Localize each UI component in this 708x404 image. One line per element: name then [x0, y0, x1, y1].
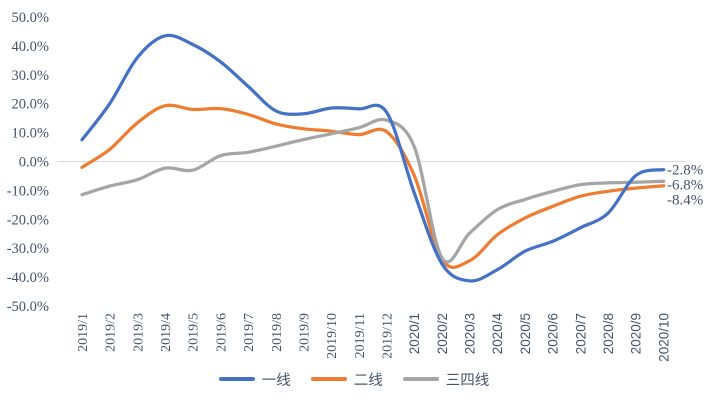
x-axis-tick-label: 2019/6 — [214, 313, 229, 352]
x-axis-tick-label: 2020/5 — [518, 313, 533, 354]
end-data-label-tier-3-4: -6.8% — [667, 178, 703, 194]
x-axis-tick-label: 2019/11 — [353, 313, 368, 358]
line-series-tier-1 — [80, 33, 666, 283]
legend-swatch-tier-2 — [310, 376, 347, 382]
legend-label-tier-2: 二线 — [353, 372, 383, 389]
x-axis-tick-label: 2019/8 — [270, 313, 285, 352]
legend-label-tier-1: 一线 — [261, 372, 291, 389]
y-axis-tick-label: 10.0% — [12, 126, 49, 142]
x-axis-tick-label: 2019/2 — [104, 313, 119, 352]
legend-swatch-tier-3-4 — [402, 376, 439, 382]
x-axis-tick-label: 2019/10 — [325, 313, 340, 359]
legend-item-tier-2: 二线 — [310, 369, 383, 390]
x-axis-tick-label: 2019/12 — [381, 313, 396, 359]
legend-item-tier-3-4: 三四线 — [402, 369, 490, 390]
x-axis-tick-label: 2019/3 — [131, 313, 146, 352]
x-axis-tick-label: 2019/7 — [242, 313, 257, 352]
y-axis-tick-label: 20.0% — [12, 97, 49, 113]
line-series-tier-3-4 — [80, 117, 666, 264]
legend-swatch-tier-1 — [218, 376, 255, 382]
x-axis-tick-label: 2019/5 — [187, 313, 202, 352]
y-axis-tick-label: 50.0% — [12, 10, 49, 26]
x-axis-tick-label: 2019/4 — [159, 313, 174, 352]
x-axis-tick-label: 2019/1 — [76, 313, 91, 352]
x-axis-tick-label: 2020/1 — [407, 313, 422, 354]
end-data-label-tier-2: -8.4% — [667, 193, 703, 209]
x-axis-tick-label: 2020/4 — [490, 313, 505, 355]
legend-item-tier-1: 一线 — [218, 369, 291, 390]
chart-legend: 一线 二线 三四线 — [0, 366, 708, 392]
y-axis-tick-label: 30.0% — [12, 68, 49, 84]
y-axis-tick-label: 0.0% — [19, 155, 49, 171]
y-axis-tick-label: -50.0% — [7, 299, 49, 315]
end-data-label-tier-1: -2.8% — [667, 163, 703, 179]
y-axis-tick-label: 40.0% — [12, 39, 49, 55]
y-axis-tick-label: -30.0% — [7, 241, 49, 257]
legend-label-tier-3-4: 三四线 — [445, 372, 490, 389]
x-axis-tick-label: 2020/10 — [656, 313, 671, 362]
x-axis-tick-label: 2020/2 — [435, 313, 450, 354]
x-axis-tick-label: 2020/6 — [546, 313, 561, 354]
y-axis-tick-label: -10.0% — [7, 183, 49, 199]
y-axis-tick-label: -40.0% — [7, 270, 49, 286]
x-axis-tick-label: 2020/9 — [629, 313, 644, 354]
y-axis-tick-label: -20.0% — [7, 212, 49, 228]
x-axis-tick-label: 2020/3 — [463, 313, 478, 354]
x-axis-tick-label: 2019/9 — [298, 313, 313, 352]
x-axis-tick-label: 2020/7 — [573, 313, 588, 354]
line-series-tier-2 — [80, 103, 666, 269]
x-axis-tick-label: 2020/8 — [601, 313, 616, 354]
